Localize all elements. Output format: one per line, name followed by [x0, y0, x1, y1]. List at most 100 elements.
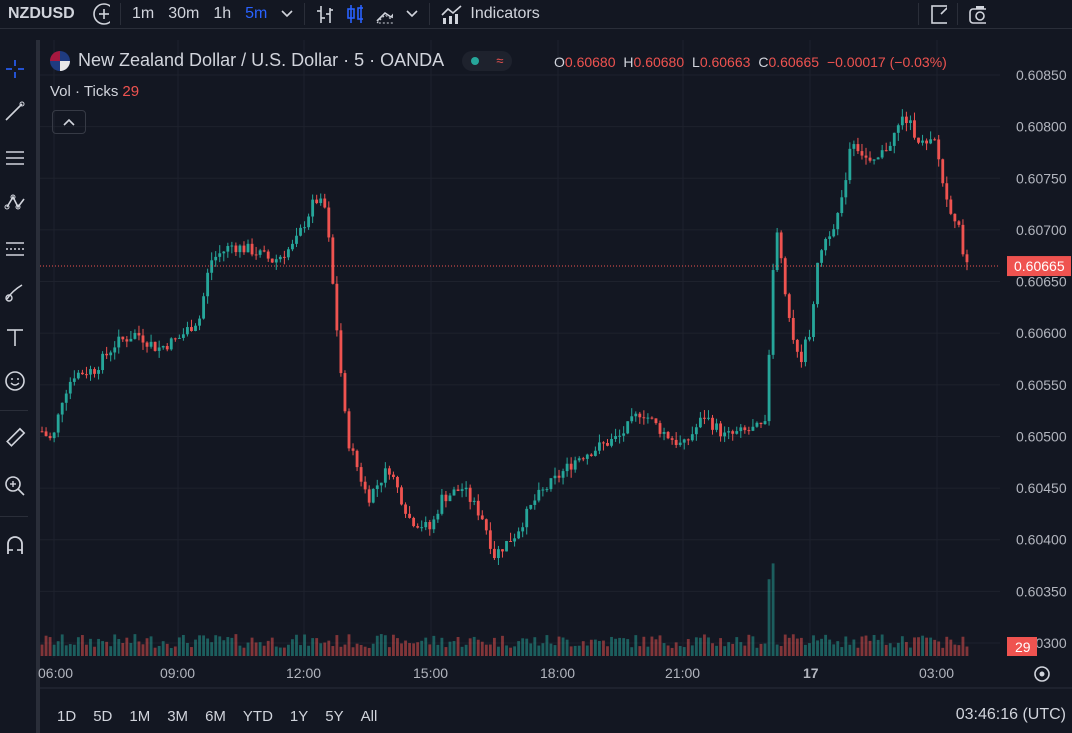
timeframe-1h[interactable]: 1h: [213, 5, 232, 22]
volume-bar: [937, 641, 941, 656]
zoom-tool[interactable]: [0, 471, 30, 501]
candle-body: [363, 481, 367, 490]
volume-bar: [501, 635, 504, 656]
volume-bar: [234, 634, 238, 656]
screenshot-button[interactable]: [962, 0, 992, 28]
trend-line-tool[interactable]: [0, 96, 30, 126]
timeframe-1m[interactable]: 1m: [132, 5, 155, 22]
candle-body: [105, 353, 109, 356]
volume-bar: [884, 644, 888, 656]
emoji-tool[interactable]: [0, 366, 30, 396]
symbol-legend[interactable]: New Zealand Dollar / U.S. Dollar · 5 · O…: [50, 50, 513, 71]
candle-body: [824, 238, 828, 251]
candle-body: [295, 235, 298, 244]
time-axis[interactable]: 06:00 09:00 12:00 15:00 18:00 21:00 17 0…: [38, 665, 954, 681]
volume-bar: [355, 643, 359, 656]
range-3m[interactable]: 3M: [167, 708, 189, 725]
last-price-badge-bg: [1007, 256, 1071, 277]
candle-body: [125, 339, 129, 342]
candle-body: [48, 435, 52, 439]
compare-symbol-button[interactable]: [86, 0, 116, 28]
chart-settings-button[interactable]: [1034, 666, 1050, 682]
crosshair-tool[interactable]: [0, 54, 30, 84]
utc-clock[interactable]: 03:46:16 (UTC): [955, 706, 1066, 723]
volume-bar: [747, 634, 751, 656]
brush-tool[interactable]: [0, 277, 30, 307]
candle-body: [282, 256, 286, 258]
candle-body: [258, 250, 262, 255]
volume-bar: [545, 635, 549, 656]
candle-body: [246, 243, 250, 253]
range-ytd[interactable]: YTD: [242, 708, 273, 725]
volume-bar: [339, 646, 343, 656]
volume-bar: [832, 644, 836, 656]
volume-bar: [64, 645, 68, 656]
volume-bar: [581, 641, 585, 656]
price-axis[interactable]: 0.60850 0.60800 0.60750 0.60700 0.60650 …: [1016, 67, 1067, 651]
candle-body: [945, 183, 949, 200]
range-5y[interactable]: 5Y: [325, 708, 344, 725]
high-value: 0.60680: [633, 54, 685, 70]
change-value: −0.00017 (−0.03%): [826, 54, 947, 70]
volume-bar: [258, 642, 262, 656]
volume-bar: [56, 641, 60, 656]
range-1y[interactable]: 1Y: [289, 708, 309, 725]
volume-bar: [921, 635, 924, 656]
volume-bar: [541, 643, 545, 656]
volume-bar: [218, 636, 222, 656]
area-chart-type-button[interactable]: [369, 0, 399, 28]
range-1d[interactable]: 1D: [57, 708, 77, 725]
volume-bar: [343, 644, 347, 656]
volume-bar: [610, 636, 613, 656]
market-status-pill[interactable]: ≈: [462, 50, 513, 71]
area-chart-icon: [376, 11, 394, 24]
magnet-tool[interactable]: [0, 530, 30, 560]
bar-chart-type-button[interactable]: [309, 0, 339, 28]
symbol-search[interactable]: NZDUSD: [8, 5, 75, 22]
candle-body: [480, 515, 484, 520]
volume-bar: [743, 645, 747, 656]
candle-body: [909, 120, 912, 124]
text-tool[interactable]: [0, 322, 30, 352]
timeframe-30m[interactable]: 30m: [168, 5, 200, 22]
volume-legend[interactable]: Vol · Ticks 29: [50, 83, 139, 100]
volume-bar: [840, 647, 844, 656]
candle-chart-type-button[interactable]: [339, 0, 369, 28]
volume-bar: [416, 642, 420, 656]
indicators-button[interactable]: Indicators: [434, 0, 545, 28]
candle-body: [622, 433, 626, 436]
candle-body: [529, 504, 533, 509]
bars-icon: [317, 6, 334, 23]
range-1m[interactable]: 1M: [129, 708, 151, 725]
volume-bar: [670, 647, 674, 656]
volume-bar: [892, 647, 896, 656]
range-all[interactable]: All: [360, 708, 378, 725]
candle-body: [359, 467, 363, 482]
pattern-tool[interactable]: [0, 188, 30, 218]
price-tick: 0.60700: [1016, 222, 1067, 238]
timeframe-5m[interactable]: 5m: [245, 5, 268, 22]
range-5d[interactable]: 5D: [93, 708, 113, 725]
forecast-tool[interactable]: [0, 233, 30, 263]
range-6m[interactable]: 6M: [205, 708, 226, 725]
candle-body: [650, 417, 654, 419]
fullscreen-button[interactable]: [923, 0, 953, 28]
fib-tool[interactable]: [0, 143, 30, 173]
candle-body: [76, 372, 80, 379]
volume-bar: [618, 637, 622, 656]
collapse-legend-button[interactable]: [52, 110, 86, 134]
chart-type-dropdown[interactable]: [399, 0, 425, 28]
volume-bar: [488, 644, 492, 656]
candle-body: [533, 500, 537, 505]
timeframe-dropdown[interactable]: [274, 0, 300, 28]
volume-bar: [682, 647, 686, 656]
time-tick: 09:00: [160, 665, 195, 681]
candles-icon: [347, 5, 364, 23]
candle-body: [226, 246, 230, 252]
volume-bar: [492, 637, 496, 656]
ruler-tool[interactable]: [0, 423, 30, 453]
candle-body: [408, 513, 411, 518]
volume-bar: [961, 636, 965, 656]
volume-bar: [125, 637, 129, 656]
